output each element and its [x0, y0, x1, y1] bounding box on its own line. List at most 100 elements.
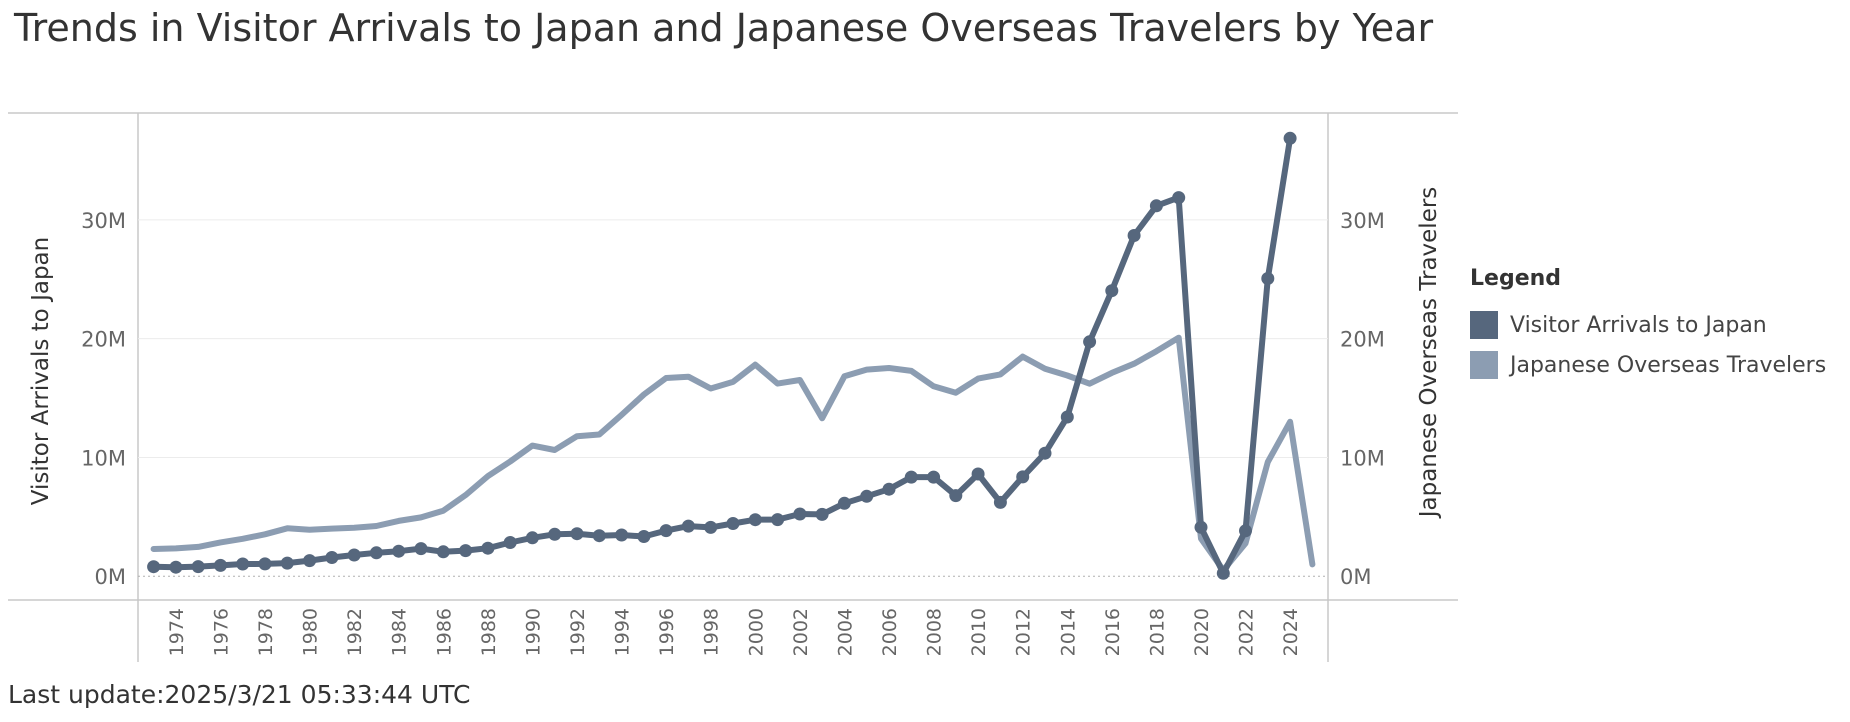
data-point-visitor-arrivals[interactable] [1149, 199, 1163, 213]
legend-swatch-visitor-arrivals [1470, 311, 1498, 339]
data-point-visitor-arrivals[interactable] [436, 545, 450, 559]
data-point-visitor-arrivals[interactable] [1105, 284, 1119, 298]
data-point-visitor-arrivals[interactable] [414, 542, 428, 556]
x-tick-label: 2012 [1013, 608, 1035, 656]
data-point-visitor-arrivals[interactable] [993, 495, 1007, 509]
data-point-visitor-arrivals[interactable] [1216, 566, 1230, 580]
data-point-visitor-arrivals[interactable] [860, 489, 874, 503]
data-point-visitor-arrivals[interactable] [1038, 446, 1052, 460]
data-point-visitor-arrivals[interactable] [793, 507, 807, 521]
data-point-visitor-arrivals[interactable] [258, 557, 272, 571]
data-point-visitor-arrivals[interactable] [815, 507, 829, 521]
series-line-visitor-arrivals[interactable] [150, 135, 1294, 577]
data-point-visitor-arrivals[interactable] [837, 496, 851, 510]
gridlines [138, 219, 1328, 577]
y-tick-label-right: 10M [1340, 446, 1385, 470]
data-point-visitor-arrivals[interactable] [347, 548, 361, 562]
data-point-visitor-arrivals[interactable] [392, 544, 406, 558]
data-point-visitor-arrivals[interactable] [570, 527, 584, 541]
y-tick-label-right: 30M [1340, 209, 1385, 233]
data-point-visitor-arrivals[interactable] [1060, 410, 1074, 424]
data-point-visitor-arrivals[interactable] [481, 541, 495, 555]
x-axis-ticks: 1974 1976 1978 1980 1982 1984 1986 1988 1990 1992… [166, 608, 1302, 656]
y-tick-label-left: 10M [81, 446, 126, 470]
chart-frame [8, 112, 1458, 662]
legend-label-overseas-travelers: Japanese Overseas Travelers [1510, 352, 1827, 378]
data-point-visitor-arrivals[interactable] [1239, 524, 1252, 538]
data-point-visitor-arrivals[interactable] [191, 560, 205, 574]
x-tick-label: 2002 [790, 608, 812, 656]
series-line-overseas-travelers[interactable] [150, 334, 1316, 574]
data-point-visitor-arrivals[interactable] [303, 554, 317, 568]
data-point-visitor-arrivals[interactable] [592, 529, 606, 543]
data-point-visitor-arrivals[interactable] [503, 536, 517, 549]
data-point-visitor-arrivals[interactable] [147, 560, 161, 574]
y-tick-label-left: 0M [95, 565, 126, 589]
x-tick-label: 2020 [1191, 608, 1213, 656]
data-point-visitor-arrivals[interactable] [169, 560, 183, 574]
x-tick-label: 2014 [1057, 608, 1079, 656]
y-axis-left-ticks: 0M 10M 20M 30M [81, 209, 126, 589]
data-point-visitor-arrivals[interactable] [681, 519, 695, 533]
x-tick-label: 2016 [1102, 608, 1124, 656]
x-tick-label: 2018 [1146, 608, 1168, 656]
x-tick-label: 1986 [433, 608, 455, 656]
data-point-visitor-arrivals[interactable] [615, 528, 629, 542]
legend-item-visitor-arrivals[interactable]: Visitor Arrivals to Japan [1470, 305, 1826, 345]
data-point-visitor-arrivals[interactable] [904, 470, 918, 484]
x-tick-label: 2024 [1280, 608, 1302, 656]
x-tick-label: 1988 [478, 608, 500, 656]
y-tick-label-left: 20M [81, 328, 126, 352]
last-update-text: Last update:2025/3/21 05:33:44 UTC [8, 680, 471, 709]
data-point-visitor-arrivals[interactable] [1127, 229, 1141, 242]
data-point-visitor-arrivals[interactable] [325, 551, 339, 564]
x-tick-label: 2004 [834, 608, 856, 656]
data-point-visitor-arrivals[interactable] [704, 520, 718, 534]
data-point-visitor-arrivals[interactable] [214, 558, 227, 572]
legend-swatch-overseas-travelers [1470, 351, 1498, 379]
x-tick-label: 1992 [567, 608, 589, 656]
data-point-visitor-arrivals[interactable] [971, 467, 985, 481]
data-point-visitor-arrivals[interactable] [459, 544, 473, 558]
data-point-visitor-arrivals[interactable] [1083, 335, 1097, 349]
data-point-visitor-arrivals[interactable] [369, 546, 383, 560]
x-tick-label: 2000 [745, 608, 767, 656]
y-axis-right-label: Japanese Overseas Travelers [1416, 187, 1442, 520]
y-axis-left-label: Visitor Arrivals to Japan [28, 237, 54, 505]
data-point-visitor-arrivals[interactable] [548, 527, 562, 541]
data-point-visitor-arrivals[interactable] [1194, 520, 1208, 534]
legend-label-visitor-arrivals: Visitor Arrivals to Japan [1510, 312, 1767, 338]
x-tick-label: 2008 [924, 608, 946, 656]
data-point-visitor-arrivals[interactable] [726, 517, 740, 530]
data-point-visitor-arrivals[interactable] [1016, 470, 1030, 484]
data-point-visitor-arrivals[interactable] [882, 482, 896, 496]
data-point-visitor-arrivals[interactable] [525, 531, 539, 545]
y-tick-label-left: 30M [81, 209, 126, 233]
data-point-visitor-arrivals[interactable] [659, 524, 673, 538]
x-tick-label: 1976 [210, 608, 232, 656]
x-tick-label: 1984 [389, 608, 411, 656]
data-point-visitor-arrivals[interactable] [927, 470, 941, 484]
x-tick-label: 1978 [255, 608, 277, 656]
series-layer [147, 131, 1316, 580]
y-tick-label-right: 20M [1340, 328, 1385, 352]
x-tick-label: 2006 [879, 608, 901, 656]
data-point-visitor-arrivals[interactable] [280, 556, 294, 570]
legend-item-overseas-travelers[interactable]: Japanese Overseas Travelers [1470, 345, 1826, 385]
x-tick-label: 1998 [701, 608, 723, 656]
x-tick-label: 2022 [1236, 608, 1258, 656]
data-point-visitor-arrivals[interactable] [1261, 272, 1275, 285]
legend: Legend Visitor Arrivals to Japan Japanes… [1470, 266, 1826, 385]
data-point-visitor-arrivals[interactable] [1172, 191, 1186, 205]
chart-title: Trends in Visitor Arrivals to Japan and … [14, 6, 1434, 50]
x-tick-label: 1996 [656, 608, 678, 656]
data-point-visitor-arrivals[interactable] [771, 513, 785, 527]
data-point-visitor-arrivals[interactable] [236, 557, 250, 571]
data-point-visitor-arrivals[interactable] [1283, 131, 1297, 145]
data-point-visitor-arrivals[interactable] [748, 513, 762, 527]
x-tick-label: 2010 [968, 608, 990, 656]
x-tick-label: 1994 [612, 608, 634, 656]
data-point-visitor-arrivals[interactable] [949, 489, 963, 503]
data-point-visitor-arrivals[interactable] [637, 530, 651, 543]
